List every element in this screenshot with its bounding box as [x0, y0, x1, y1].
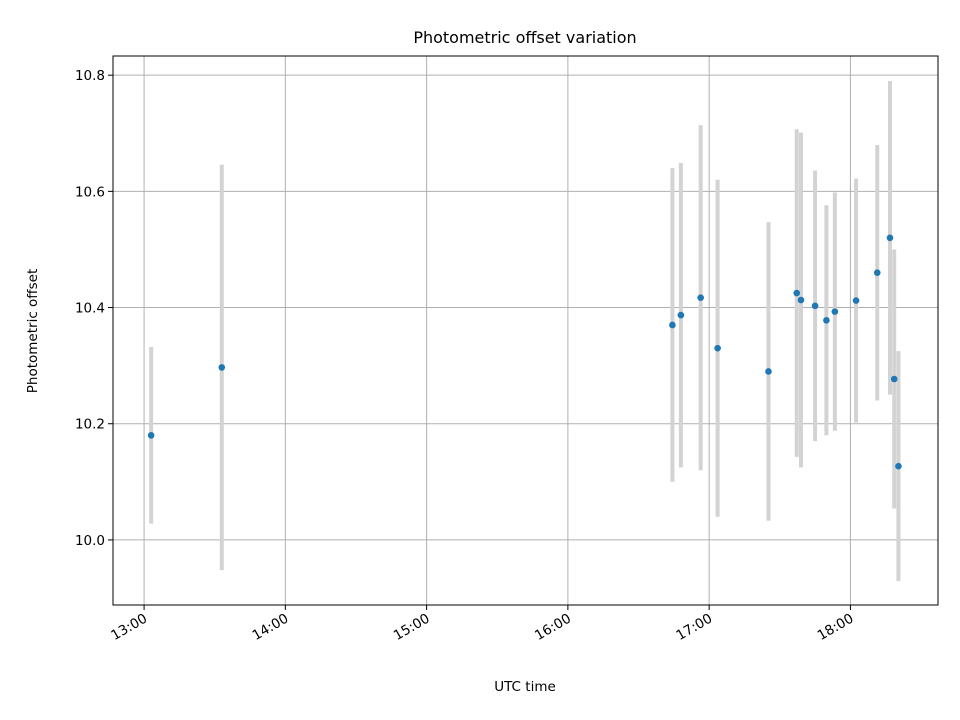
y-tick-label: 10.6	[75, 184, 105, 200]
data-point	[797, 296, 805, 304]
plot-frame	[112, 55, 939, 606]
x-axis-label: UTC time	[494, 679, 556, 695]
x-tick-label: 16:00	[532, 611, 574, 644]
y-tick-label: 10.4	[75, 301, 105, 317]
x-tick-label: 17:00	[673, 611, 715, 644]
x-tick-label: 15:00	[391, 611, 433, 644]
data-point	[890, 375, 898, 383]
data-point	[895, 462, 902, 470]
data-point	[793, 289, 801, 297]
tick-layer: 13:00 14:00 15:00 16:00 17:00 18:00 10.0 10.2 10…	[75, 68, 856, 644]
data-point	[831, 308, 839, 315]
data-point	[147, 432, 155, 439]
x-tick-label: 18:00	[815, 611, 857, 644]
data-point	[823, 317, 830, 324]
data-point	[873, 269, 881, 276]
y-tick-label: 10.2	[75, 417, 105, 433]
y-tick-label: 10.8	[75, 68, 105, 84]
x-tick-label: 14:00	[250, 611, 292, 644]
data-point	[811, 302, 819, 310]
chart-title: Photometric offset variation	[413, 28, 636, 47]
data-point	[852, 297, 860, 304]
x-tick-label: 13:00	[108, 611, 150, 644]
data-point	[697, 294, 704, 301]
data-point	[669, 321, 676, 329]
y-tick-label: 10.0	[75, 533, 105, 549]
data-point	[218, 364, 226, 371]
errorbar-layer	[149, 80, 901, 582]
data-point	[677, 311, 685, 319]
data-point	[886, 234, 894, 242]
data-point	[765, 368, 772, 375]
y-axis-label: Photometric offset	[25, 269, 41, 393]
point-layer	[147, 234, 902, 470]
data-point	[714, 344, 721, 352]
